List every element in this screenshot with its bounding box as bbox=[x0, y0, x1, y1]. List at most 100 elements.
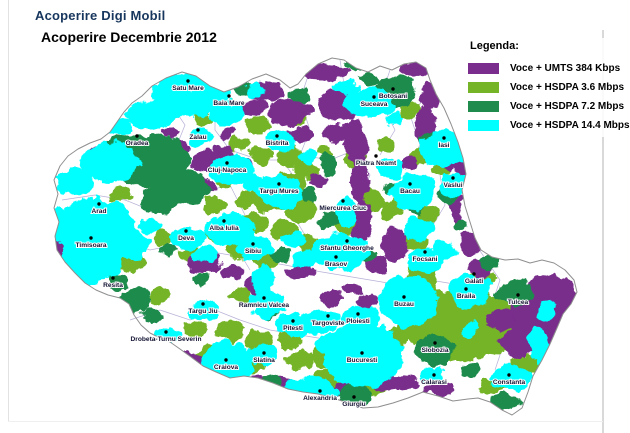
city-label: Ploiesti bbox=[346, 318, 370, 325]
coverage-blob bbox=[60, 240, 124, 284]
city-marker: Focsani bbox=[412, 250, 439, 264]
city-label: Bacau bbox=[400, 188, 420, 195]
city-dot-icon bbox=[374, 154, 378, 158]
city-marker: Timisoara bbox=[74, 236, 108, 250]
coverage-blob bbox=[352, 200, 372, 244]
coverage-blob bbox=[310, 234, 370, 270]
coverage-blob bbox=[253, 263, 273, 293]
city-marker: Cluj-Napoca bbox=[207, 161, 248, 175]
coverage-blob bbox=[235, 192, 255, 208]
legend-item: Voce + HSDPA 14.4 Mbps bbox=[468, 116, 630, 135]
city-label: Pitesti bbox=[283, 325, 303, 332]
legend: Legenda: Voce + UMTS 384 Kbps Voce + HSDP… bbox=[464, 38, 630, 137]
city-dot-icon bbox=[442, 136, 446, 140]
city-marker: Buzau bbox=[393, 295, 415, 309]
city-label: Targoviste bbox=[312, 320, 345, 327]
coverage-blob bbox=[150, 287, 170, 303]
city-marker: Craiova bbox=[213, 358, 239, 372]
city-dot-icon bbox=[97, 202, 101, 206]
coverage-blob bbox=[203, 197, 227, 213]
coverage-blob bbox=[228, 137, 252, 153]
legend-swatch-icon bbox=[468, 82, 499, 93]
coverage-blob bbox=[375, 137, 395, 153]
city-marker: Calarasi bbox=[420, 373, 448, 387]
coverage-blob bbox=[270, 248, 290, 262]
coverage-blob bbox=[192, 274, 208, 286]
city-label: Zalau bbox=[189, 134, 206, 141]
city-dot-icon bbox=[334, 255, 338, 259]
city-label: Drobeta-Turnu Severin bbox=[131, 336, 202, 343]
city-marker: Galati bbox=[464, 272, 484, 286]
coverage-blob bbox=[249, 289, 285, 317]
coverage-blob bbox=[188, 127, 212, 145]
city-dot-icon bbox=[360, 351, 364, 355]
coverage-blob bbox=[183, 321, 207, 339]
coverage-blob bbox=[152, 230, 172, 246]
city-marker: Suceava bbox=[360, 95, 389, 109]
coverage-blob bbox=[378, 200, 402, 220]
coverage-blob bbox=[318, 290, 342, 306]
city-dot-icon bbox=[225, 161, 229, 165]
coverage-blob bbox=[488, 366, 532, 390]
county-border-line bbox=[61, 194, 151, 211]
coverage-blob bbox=[283, 231, 307, 249]
city-marker: Drobeta-Turnu Severin bbox=[130, 330, 202, 344]
coverage-blob bbox=[210, 155, 254, 185]
city-marker: Botosani bbox=[378, 87, 408, 101]
city-marker: Bistrita bbox=[265, 134, 290, 148]
city-dot-icon bbox=[277, 182, 281, 186]
coverage-blob bbox=[108, 120, 132, 136]
city-marker: Deva bbox=[177, 229, 195, 243]
city-label: Sibiu bbox=[245, 248, 261, 255]
coverage-blob bbox=[193, 247, 217, 263]
city-label: Sfantu Gheorghe bbox=[320, 245, 374, 252]
coverage-blob bbox=[350, 156, 370, 204]
coverage-blob bbox=[335, 198, 355, 226]
city-marker: Targu Jiu bbox=[187, 302, 219, 316]
city-dot-icon bbox=[291, 319, 295, 323]
city-dot-icon bbox=[402, 295, 406, 299]
city-dot-icon bbox=[326, 314, 330, 318]
city-label: Slobozia bbox=[421, 347, 448, 354]
city-label: Craiova bbox=[214, 364, 239, 371]
legend-item: Voce + UMTS 384 Kbps bbox=[468, 59, 630, 78]
city-dot-icon bbox=[432, 373, 436, 377]
city-marker: Alba Iulia bbox=[208, 219, 240, 233]
coverage-blob bbox=[529, 274, 577, 310]
city-dot-icon bbox=[89, 236, 93, 240]
page-title: Acoperire Digi Mobil bbox=[35, 8, 166, 23]
legend-swatch-icon bbox=[468, 120, 499, 131]
city-marker: Ramnicu Valcea bbox=[238, 296, 290, 310]
city-marker: Zalau bbox=[188, 128, 208, 142]
city-marker: Sibiu bbox=[244, 242, 262, 256]
coverage-blob bbox=[220, 127, 236, 139]
coverage-blob bbox=[381, 229, 409, 261]
legend-swatch-icon bbox=[468, 101, 499, 112]
city-dot-icon bbox=[201, 302, 205, 306]
coverage-blob bbox=[243, 100, 267, 116]
coverage-blob bbox=[165, 351, 205, 373]
coverage-blob bbox=[259, 178, 303, 208]
city-label: Suceava bbox=[361, 101, 388, 108]
coverage-blob bbox=[80, 142, 140, 182]
city-label: Calarasi bbox=[421, 379, 447, 386]
city-marker: Miercurea Ciuc bbox=[318, 199, 368, 213]
city-dot-icon bbox=[472, 272, 476, 276]
legend-label: Voce + HSDPA 14.4 Mbps bbox=[510, 120, 630, 131]
coverage-blob bbox=[415, 334, 455, 366]
city-dot-icon bbox=[186, 79, 190, 83]
coverage-blob bbox=[528, 327, 548, 363]
city-label: Buzau bbox=[394, 301, 414, 308]
city-marker: Giurgiu bbox=[341, 395, 367, 409]
coverage-blob bbox=[401, 156, 419, 170]
city-marker: Iasi bbox=[438, 136, 451, 150]
city-marker: Pitesti bbox=[282, 319, 304, 333]
city-marker: Targu Mures bbox=[258, 182, 300, 196]
coverage-blob bbox=[142, 307, 162, 323]
coverage-blob bbox=[222, 377, 302, 407]
city-dot-icon bbox=[111, 276, 115, 280]
city-label: Bistrita bbox=[266, 140, 289, 147]
coverage-blob bbox=[220, 263, 244, 281]
page-edge-left bbox=[8, 0, 9, 422]
